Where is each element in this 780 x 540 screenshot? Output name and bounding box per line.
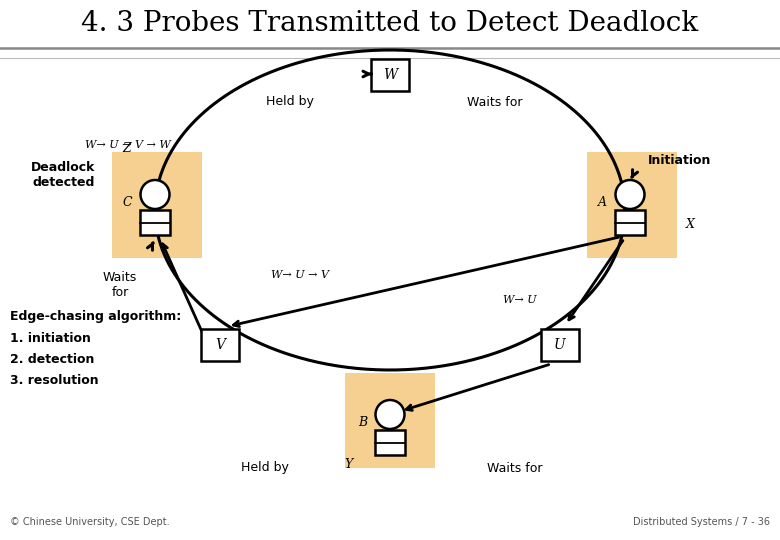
- Text: A: A: [598, 195, 607, 208]
- Text: © Chinese University, CSE Dept.: © Chinese University, CSE Dept.: [10, 517, 169, 527]
- Text: B: B: [358, 415, 367, 429]
- Bar: [201, 329, 239, 361]
- Text: C: C: [122, 195, 132, 208]
- Text: W: W: [383, 68, 397, 82]
- Circle shape: [615, 180, 644, 209]
- Circle shape: [375, 400, 405, 429]
- Text: Z: Z: [122, 141, 131, 154]
- Text: Waits for: Waits for: [467, 96, 523, 109]
- Bar: [375, 430, 405, 455]
- Text: Initiation: Initiation: [648, 153, 711, 166]
- Text: Y: Y: [344, 458, 352, 471]
- Bar: [541, 329, 579, 361]
- Text: Waits for: Waits for: [488, 462, 543, 475]
- Bar: [345, 373, 435, 468]
- Text: Edge-chasing algorithm:
1. initiation
2. detection
3. resolution: Edge-chasing algorithm: 1. initiation 2.…: [10, 310, 181, 388]
- Text: X: X: [686, 219, 694, 232]
- Text: W→ U: W→ U: [503, 295, 537, 305]
- Bar: [371, 59, 409, 91]
- Bar: [615, 210, 645, 235]
- Text: Deadlock
detected: Deadlock detected: [30, 161, 95, 189]
- Circle shape: [140, 180, 169, 209]
- Text: W→ U → V: W→ U → V: [271, 270, 329, 280]
- Text: W→ U → V → W: W→ U → V → W: [85, 140, 171, 150]
- Text: V: V: [215, 338, 225, 352]
- Bar: [140, 210, 170, 235]
- Text: Waits
for: Waits for: [103, 271, 137, 299]
- Bar: [112, 152, 202, 258]
- Text: 4. 3 Probes Transmitted to Detect Deadlock: 4. 3 Probes Transmitted to Detect Deadlo…: [81, 10, 699, 37]
- Text: Distributed Systems / 7 - 36: Distributed Systems / 7 - 36: [633, 517, 770, 527]
- Bar: [587, 152, 677, 258]
- Text: U: U: [554, 338, 566, 352]
- Text: Held by: Held by: [241, 462, 289, 475]
- Text: Held by: Held by: [266, 96, 314, 109]
